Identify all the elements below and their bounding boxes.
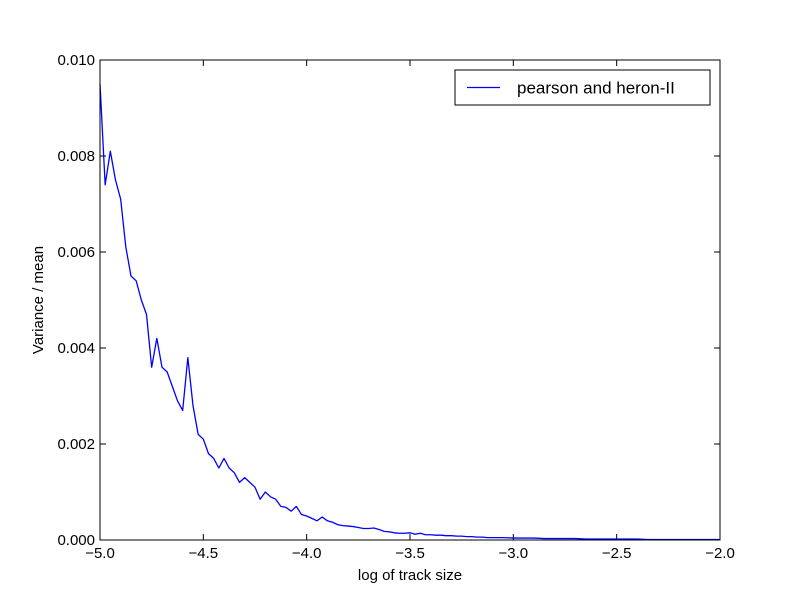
- y-tick-label: 0.002: [57, 436, 95, 453]
- axis-tick-labels: −5.0 −4.5 −4.0 −3.5 −3.0 −2.5 −2.0 0.000 0.002 0.…: [57, 52, 734, 562]
- series-lines: [99, 83, 720, 541]
- x-axis-title: log of track size: [358, 567, 462, 584]
- x-tick-label: −3.5: [395, 545, 425, 562]
- series-line-0: [99, 83, 720, 541]
- x-tick-label: −3.0: [499, 545, 529, 562]
- y-tick-label: 0.008: [57, 148, 95, 165]
- y-tick-label: 0.000: [57, 532, 95, 549]
- y-axis-title: Variance / mean: [30, 246, 47, 354]
- plot-area-frame: [99, 59, 721, 541]
- y-tick-label: 0.006: [57, 244, 95, 261]
- x-tick-label: −4.0: [292, 545, 322, 562]
- y-tick-label: 0.004: [57, 340, 95, 357]
- legend-label: pearson and heron-II: [517, 79, 675, 98]
- x-tick-label: −4.5: [189, 545, 219, 562]
- x-tick-label: −2.5: [602, 545, 632, 562]
- x-tick-label: −5.0: [85, 545, 115, 562]
- y-tick-label: 0.010: [57, 52, 95, 69]
- x-tick-label: −2.0: [705, 545, 735, 562]
- legend: pearson and heron-II: [454, 69, 711, 106]
